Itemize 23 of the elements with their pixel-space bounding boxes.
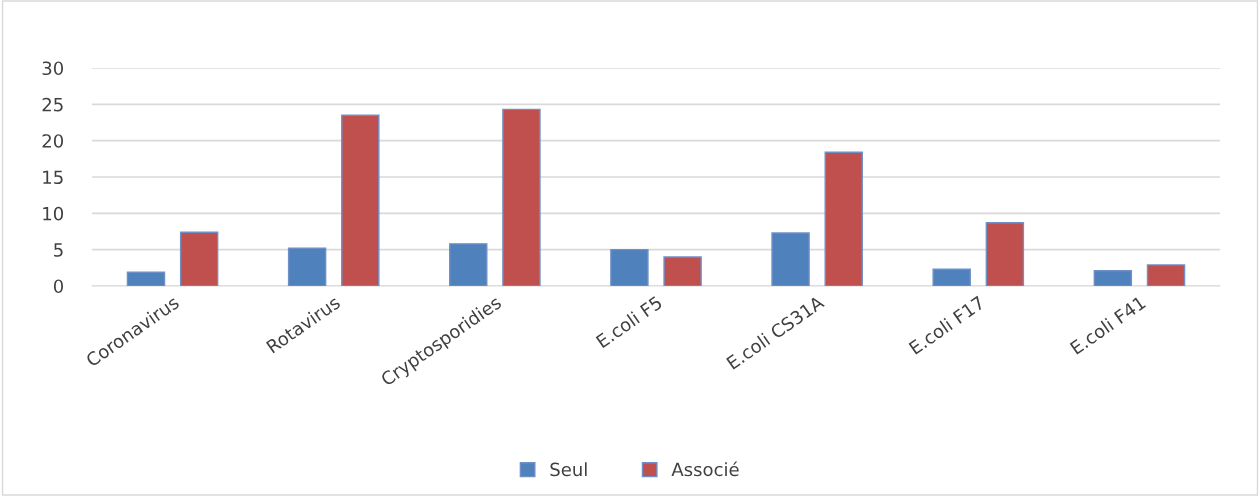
bar (502, 108, 541, 286)
bar (663, 256, 702, 286)
bar (985, 222, 1025, 286)
y-tick-label: 20 (42, 134, 64, 148)
bar (126, 271, 166, 286)
y-tick-label: 15 (43, 170, 63, 185)
bar (179, 231, 219, 286)
bar (287, 247, 327, 286)
y-tick-label: 25 (42, 97, 63, 112)
y-tick-label: 10 (43, 206, 64, 221)
y-tick-label: 0 (53, 279, 64, 294)
y-tick-label: 30 (42, 61, 64, 76)
bar (1146, 264, 1186, 286)
bar (824, 151, 863, 286)
legend-label: Associé (671, 461, 739, 477)
bar (771, 232, 810, 286)
legend-label: Seul (550, 462, 587, 477)
bar (932, 268, 971, 286)
y-tick-label: 5 (54, 243, 63, 257)
bar (1093, 270, 1133, 286)
bar (610, 248, 649, 286)
bar (341, 114, 380, 286)
bar (449, 243, 488, 286)
